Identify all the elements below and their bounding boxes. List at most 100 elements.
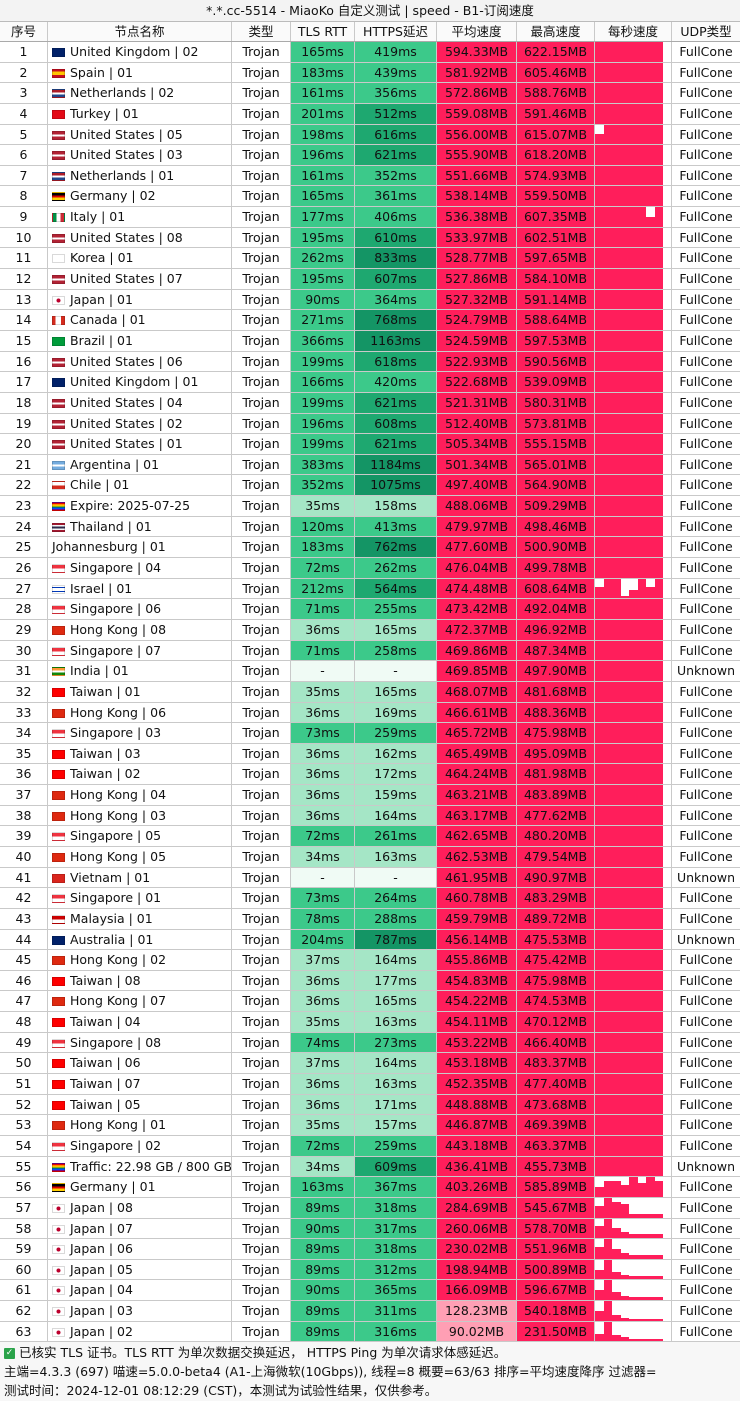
table-row[interactable]: 43 Malaysia | 01 Trojan 78ms 288ms 459.79MB 48…	[0, 908, 740, 930]
table-row[interactable]: 63 Japan | 02 Trojan 89ms 316ms 90.02MB 231.50…	[0, 1321, 740, 1343]
table-row[interactable]: 58 Japan | 07 Trojan 90ms 317ms 260.06MB 578.7…	[0, 1218, 740, 1240]
table-row[interactable]: 29 Hong Kong | 08 Trojan 36ms 165ms 472.37MB 4…	[0, 619, 740, 641]
table-row[interactable]: 9 Italy | 01 Trojan 177ms 406ms 536.38MB 607.3…	[0, 207, 740, 228]
header-idx[interactable]: 序号	[0, 22, 48, 41]
avg-speed: 472.37MB	[437, 619, 517, 640]
table-row[interactable]: 31 India | 01 Trojan - -469.85MB 497.90MB Unkn…	[0, 661, 740, 682]
table-row[interactable]: 14 Canada | 01 Trojan 271ms 768ms 524.79MB 588…	[0, 310, 740, 331]
table-row[interactable]: 25 Johannesburg | 01 Trojan 183ms 762ms 477.6…	[0, 537, 740, 559]
table-row[interactable]: 56 Germany | 01 Trojan 163ms 367ms 403.26MB 58…	[0, 1177, 740, 1198]
table-row[interactable]: 20 United States | 01 Trojan 199ms 621ms 505.…	[0, 434, 740, 455]
table-row[interactable]: 12 United States | 07 Trojan 195ms 607ms 527.…	[0, 269, 740, 290]
node-name: United States | 07	[70, 271, 183, 287]
table-row[interactable]: 23 Expire: 2025-07-25 Trojan 35ms 158ms 488.0…	[0, 496, 740, 517]
spark-bar	[646, 764, 655, 785]
spark-bar	[612, 1181, 621, 1197]
table-row[interactable]: 45 Hong Kong | 02 Trojan 37ms 164ms 455.86MB 4…	[0, 950, 740, 971]
table-row[interactable]: 33 Hong Kong | 06 Trojan 36ms 169ms 466.61MB 4…	[0, 702, 740, 724]
node-type: Trojan	[232, 1321, 291, 1342]
per-second-sparkline	[595, 702, 672, 723]
table-row[interactable]: 42 Singapore | 01 Trojan 73ms 264ms 460.78MB 4…	[0, 888, 740, 909]
table-row[interactable]: 49 Singapore | 08 Trojan 74ms 273ms 453.22MB 4…	[0, 1032, 740, 1054]
spark-bar	[595, 1290, 604, 1301]
table-row[interactable]: 54 Singapore | 02 Trojan 72ms 259ms 443.18MB 4…	[0, 1135, 740, 1157]
table-row[interactable]: 61 Japan | 04 Trojan 90ms 365ms 166.09MB 596.6…	[0, 1280, 740, 1302]
table-row[interactable]: 18 United States | 04 Trojan 199ms 621ms 521.…	[0, 392, 740, 414]
table-row[interactable]: 27 Israel | 01 Trojan 212ms 564ms 474.48MB 608…	[0, 578, 740, 600]
table-row[interactable]: 17 United Kingdom | 01 Trojan 166ms 420ms 522…	[0, 372, 740, 393]
udp-type: FullCone	[679, 167, 733, 183]
table-row[interactable]: 5 United States | 05 Trojan 198ms 616ms 556.0…	[0, 124, 740, 146]
table-row[interactable]: 52 Taiwan | 05 Trojan 36ms 171ms 448.88MB 473.…	[0, 1094, 740, 1116]
table-row[interactable]: 53 Hong Kong | 01 Trojan 35ms 157ms 446.87MB 4…	[0, 1115, 740, 1136]
spark-bar	[620, 372, 630, 392]
spark-bar	[646, 216, 655, 227]
table-row[interactable]: 57 Japan | 08 Trojan 89ms 318ms 284.69MB 545.6…	[0, 1197, 740, 1219]
table-row[interactable]: 46 Taiwan | 08 Trojan 36ms 177ms 454.83MB 475.…	[0, 970, 740, 992]
window-title: *.*.cc-5514 - MiaoKo 自定义测试 | speed - B1-…	[0, 0, 740, 22]
spark-bar	[612, 83, 621, 103]
spark-bar	[637, 186, 647, 207]
spark-bar	[654, 1234, 664, 1239]
table-row[interactable]: 28 Singapore | 06 Trojan 71ms 255ms 473.42MB 4…	[0, 599, 740, 620]
table-row[interactable]: 35 Taiwan | 03 Trojan 36ms 162ms 465.49MB 495.…	[0, 743, 740, 765]
spark-bar	[612, 434, 621, 454]
table-row[interactable]: 40 Hong Kong | 05 Trojan 34ms 163ms 462.53MB 4…	[0, 846, 740, 868]
table-row[interactable]: 37 Hong Kong | 04 Trojan 36ms 159ms 463.21MB 4…	[0, 785, 740, 806]
table-row[interactable]: 51 Taiwan | 07 Trojan 36ms 163ms 452.35MB 477.…	[0, 1074, 740, 1095]
spark-bar	[646, 723, 655, 743]
table-row[interactable]: 44 Australia | 01 Trojan 204ms 787ms 456.14MB…	[0, 929, 740, 951]
spark-bar	[646, 62, 655, 83]
table-row[interactable]: 62 Japan | 03 Trojan 89ms 311ms 128.23MB 540.1…	[0, 1301, 740, 1322]
header-avg-speed[interactable]: 平均速度	[437, 22, 517, 41]
table-row[interactable]: 48 Taiwan | 04 Trojan 35ms 163ms 454.11MB 470.…	[0, 1012, 740, 1033]
spark-bar	[629, 1297, 638, 1301]
table-row[interactable]: 41 Vietnam | 01 Trojan - -461.95MB 490.97MB Un…	[0, 867, 740, 889]
header-rtt[interactable]: TLS RTT	[291, 22, 355, 41]
table-row[interactable]: 10 United States | 08 Trojan 195ms 610ms 533.…	[0, 227, 740, 249]
spark-bar	[646, 1275, 655, 1280]
table-row[interactable]: 60 Japan | 05 Trojan 89ms 312ms 198.94MB 500.8…	[0, 1259, 740, 1281]
table-row[interactable]: 4 Turkey | 01 Trojan 201ms 512ms 559.08MB 591.…	[0, 103, 740, 125]
table-row[interactable]: 22 Chile | 01 Trojan 352ms 1075ms 497.40MB 564…	[0, 475, 740, 497]
table-row[interactable]: 47 Hong Kong | 07 Trojan 36ms 165ms 454.22MB 4…	[0, 991, 740, 1013]
flag-icon	[52, 171, 65, 181]
table-row[interactable]: 13 Japan | 01 Trojan 90ms 364ms 527.32MB 591.1…	[0, 289, 740, 311]
table-row[interactable]: 7 Netherlands | 01 Trojan 161ms 352ms 551.66M…	[0, 165, 740, 187]
node-name-cell: United States | 08	[48, 227, 232, 248]
https-latency: 512ms	[355, 103, 437, 124]
table-row[interactable]: 59 Japan | 06 Trojan 89ms 318ms 230.02MB 551.9…	[0, 1239, 740, 1260]
header-type[interactable]: 类型	[232, 22, 291, 41]
table-row[interactable]: 34 Singapore | 03 Trojan 73ms 259ms 465.72MB 4…	[0, 723, 740, 744]
table-row[interactable]: 15 Brazil | 01 Trojan 366ms 1163ms 524.59MB 59…	[0, 330, 740, 352]
table-row[interactable]: 26 Singapore | 04 Trojan 72ms 262ms 476.04MB 4…	[0, 558, 740, 579]
table-row[interactable]: 50 Taiwan | 06 Trojan 37ms 164ms 453.18MB 483.…	[0, 1053, 740, 1075]
table-row[interactable]: 6 United States | 03 Trojan 196ms 621ms 555.9…	[0, 145, 740, 166]
table-row[interactable]: 19 United States | 02 Trojan 196ms 608ms 512.…	[0, 413, 740, 435]
udp-type: FullCone	[679, 291, 733, 307]
table-row[interactable]: 21 Argentina | 01 Trojan 383ms 1184ms 501.34M…	[0, 454, 740, 476]
spark-bar	[603, 42, 613, 62]
header-https[interactable]: HTTPS延迟	[355, 22, 437, 41]
table-row[interactable]: 11 Korea | 01 Trojan 262ms 833ms 528.77MB 597.…	[0, 248, 740, 270]
table-row[interactable]: 38 Hong Kong | 03 Trojan 36ms 164ms 463.17MB 4…	[0, 805, 740, 827]
table-row[interactable]: 3 Netherlands | 02 Trojan 161ms 356ms 572.86M…	[0, 83, 740, 104]
table-row[interactable]: 30 Singapore | 07 Trojan 71ms 258ms 469.86MB 4…	[0, 640, 740, 662]
header-name[interactable]: 节点名称	[48, 22, 232, 41]
table-row[interactable]: 24 Thailand | 01 Trojan 120ms 413ms 479.97MB 4…	[0, 516, 740, 538]
spark-bar	[603, 599, 613, 619]
table-row[interactable]: 32 Taiwan | 01 Trojan 35ms 165ms 468.07MB 481.…	[0, 681, 740, 703]
table-row[interactable]: 16 United States | 06 Trojan 199ms 618ms 522.…	[0, 351, 740, 373]
table-row[interactable]: 55 Traffic: 22.98 GB / 800 GB Trojan 34ms 60…	[0, 1156, 740, 1178]
header-max-speed[interactable]: 最高速度	[517, 22, 595, 41]
flag-icon	[52, 502, 65, 512]
row-index: 27	[0, 578, 48, 599]
table-row[interactable]: 1 United Kingdom | 02 Trojan 165ms 419ms 594.…	[0, 42, 740, 63]
table-row[interactable]: 8 Germany | 02 Trojan 165ms 361ms 538.14MB 559…	[0, 186, 740, 208]
table-row[interactable]: 39 Singapore | 05 Trojan 72ms 261ms 462.65MB 4…	[0, 826, 740, 847]
header-per-second[interactable]: 每秒速度	[595, 22, 672, 41]
node-name-cell: Taiwan | 07	[48, 1074, 232, 1094]
table-row[interactable]: 36 Taiwan | 02 Trojan 36ms 172ms 464.24MB 481.…	[0, 764, 740, 786]
header-udp[interactable]: UDP类型	[680, 24, 732, 39]
table-row[interactable]: 2 Spain | 01 Trojan 183ms 439ms 581.92MB 605.4…	[0, 62, 740, 84]
